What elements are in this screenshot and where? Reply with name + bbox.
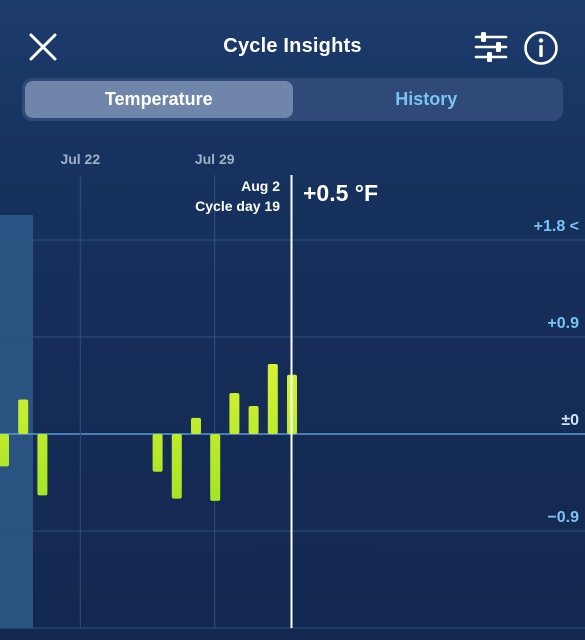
segmented-control: Temperature History — [22, 78, 563, 121]
tab-temperature[interactable]: Temperature — [25, 81, 293, 118]
tab-history[interactable]: History — [395, 89, 458, 109]
y-tick-label: +0.9 — [547, 315, 579, 332]
y-tick-label: +1.8 < — [534, 218, 579, 235]
header: Cycle Insights — [0, 0, 585, 78]
readout-value: +0.5 °F — [303, 180, 379, 206]
temperature-chart[interactable]: +1.8 < +0.9 ±0 −0.9 Jul 22 Jul 29 — [0, 130, 585, 640]
page-title: Cycle Insights — [223, 35, 362, 57]
x-tick-label: Jul 29 — [195, 151, 235, 167]
sliders-icon[interactable] — [472, 30, 510, 64]
temperature-bar — [229, 393, 240, 434]
y-tick-label: ±0 — [561, 412, 579, 429]
readout-date: Aug 2 — [241, 178, 280, 194]
info-icon[interactable] — [523, 30, 559, 66]
temperature-bar — [0, 434, 9, 467]
temperature-bar — [171, 434, 182, 499]
temperature-bar — [191, 417, 201, 434]
temperature-bar — [267, 363, 278, 434]
temperature-bar — [37, 434, 48, 496]
x-tick-label: Jul 22 — [60, 151, 100, 167]
readout-label: Aug 2 Cycle day 19 — [180, 176, 280, 216]
temperature-bar — [18, 399, 29, 434]
y-tick-label: −0.9 — [547, 509, 579, 526]
readout-cycle-day: Cycle day 19 — [195, 198, 280, 214]
temperature-bar — [152, 434, 163, 472]
temperature-bar — [210, 434, 221, 501]
temperature-bar — [248, 405, 259, 434]
close-icon[interactable] — [24, 28, 62, 66]
